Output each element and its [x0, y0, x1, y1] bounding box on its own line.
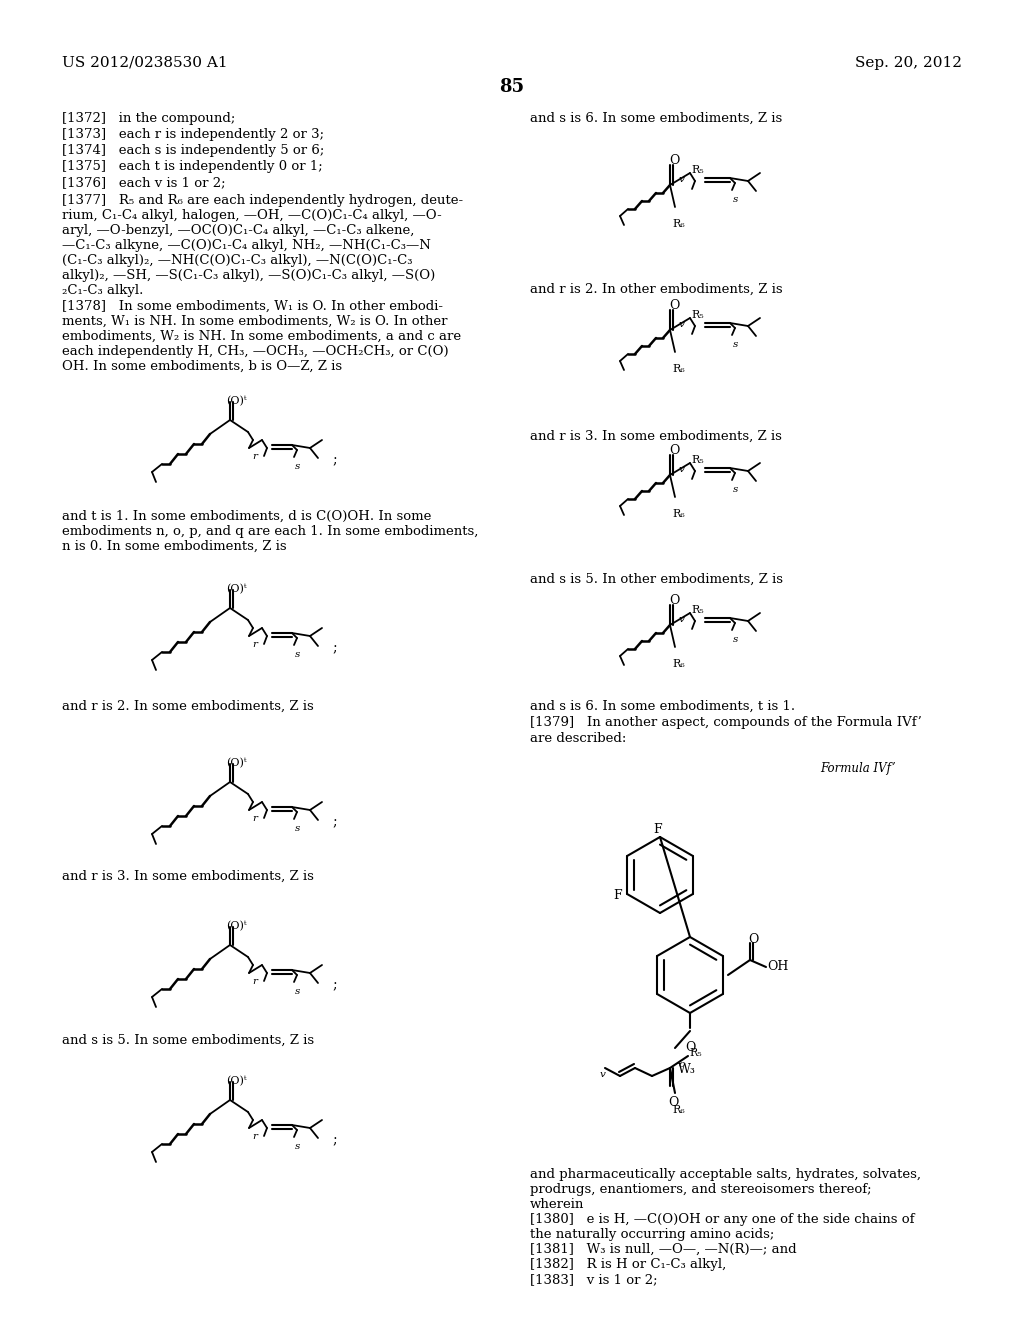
Text: c: c	[679, 1060, 685, 1069]
Text: [1372]   in the compound;: [1372] in the compound;	[62, 112, 236, 125]
Text: and r is 3. In some embodiments, Z is: and r is 3. In some embodiments, Z is	[62, 870, 314, 883]
Text: and s is 6. In some embodiments, t is 1.: and s is 6. In some embodiments, t is 1.	[530, 700, 795, 713]
Text: (O)ᵗ: (O)ᵗ	[226, 583, 247, 594]
Text: 85: 85	[500, 78, 524, 96]
Text: —C₁-C₃ alkyne, —C(O)C₁-C₄ alkyl, NH₂, —NH(C₁-C₃—N: —C₁-C₃ alkyne, —C(O)C₁-C₄ alkyl, NH₂, —N…	[62, 239, 431, 252]
Text: s: s	[295, 987, 300, 997]
Text: each independently H, CH₃, —OCH₃, —OCH₂CH₃, or C(O): each independently H, CH₃, —OCH₃, —OCH₂C…	[62, 345, 449, 358]
Text: and s is 5. In some embodiments, Z is: and s is 5. In some embodiments, Z is	[62, 1034, 314, 1047]
Text: r: r	[252, 814, 257, 822]
Text: and r is 2. In other embodiments, Z is: and r is 2. In other embodiments, Z is	[530, 282, 782, 296]
Text: ;: ;	[332, 1133, 337, 1147]
Text: s: s	[733, 484, 738, 494]
Text: and t is 1. In some embodiments, d is C(O)OH. In some: and t is 1. In some embodiments, d is C(…	[62, 510, 431, 523]
Text: [1375]   each t is independently 0 or 1;: [1375] each t is independently 0 or 1;	[62, 160, 323, 173]
Text: O: O	[669, 594, 679, 607]
Text: [1378]   In some embodiments, W₁ is O. In other embodi-: [1378] In some embodiments, W₁ is O. In …	[62, 300, 443, 313]
Text: ;: ;	[332, 814, 337, 829]
Text: O: O	[669, 154, 679, 168]
Text: r: r	[252, 640, 257, 649]
Text: [1381]   W₃ is null, —O—, —N(R)—; and: [1381] W₃ is null, —O—, —N(R)—; and	[530, 1243, 797, 1257]
Text: (O)ᵗ: (O)ᵗ	[226, 1076, 247, 1086]
Text: R₅: R₅	[691, 310, 703, 319]
Text: [1374]   each s is independently 5 or 6;: [1374] each s is independently 5 or 6;	[62, 144, 325, 157]
Text: [1376]   each v is 1 or 2;: [1376] each v is 1 or 2;	[62, 176, 225, 189]
Text: v: v	[679, 615, 685, 624]
Text: Formula IVf’: Formula IVf’	[820, 762, 896, 775]
Text: OH. In some embodiments, b is O—Z, Z is: OH. In some embodiments, b is O—Z, Z is	[62, 360, 342, 374]
Text: O: O	[668, 1096, 678, 1109]
Text: prodrugs, enantiomers, and stereoisomers thereof;: prodrugs, enantiomers, and stereoisomers…	[530, 1183, 871, 1196]
Text: v: v	[679, 465, 685, 474]
Text: and s is 6. In some embodiments, Z is: and s is 6. In some embodiments, Z is	[530, 112, 782, 125]
Text: F: F	[653, 822, 662, 836]
Text: wherein: wherein	[530, 1199, 585, 1210]
Text: aryl, —O-benzyl, —OC(O)C₁-C₄ alkyl, —C₁-C₃ alkene,: aryl, —O-benzyl, —OC(O)C₁-C₄ alkyl, —C₁-…	[62, 224, 415, 238]
Text: F: F	[613, 888, 622, 902]
Text: R₆: R₆	[672, 510, 685, 519]
Text: US 2012/0238530 A1: US 2012/0238530 A1	[62, 55, 227, 70]
Text: v: v	[600, 1071, 606, 1078]
Text: [1373]   each r is independently 2 or 3;: [1373] each r is independently 2 or 3;	[62, 128, 325, 141]
Text: (C₁-C₃ alkyl)₂, —NH(C(O)C₁-C₃ alkyl), —N(C(O)C₁-C₃: (C₁-C₃ alkyl)₂, —NH(C(O)C₁-C₃ alkyl), —N…	[62, 253, 413, 267]
Text: v: v	[679, 319, 685, 329]
Text: and r is 3. In some embodiments, Z is: and r is 3. In some embodiments, Z is	[530, 430, 782, 444]
Text: (O)ᵗ: (O)ᵗ	[226, 921, 247, 932]
Text: r: r	[252, 977, 257, 986]
Text: s: s	[295, 649, 300, 659]
Text: the naturally occurring amino acids;: the naturally occurring amino acids;	[530, 1228, 774, 1241]
Text: embodiments, W₂ is NH. In some embodiments, a and c are: embodiments, W₂ is NH. In some embodimen…	[62, 330, 461, 343]
Text: R₆: R₆	[672, 659, 685, 669]
Text: R₅: R₅	[691, 165, 703, 176]
Text: W₃: W₃	[678, 1063, 696, 1076]
Text: [1377]   R₅ and R₆ are each independently hydrogen, deute-: [1377] R₅ and R₆ are each independently …	[62, 194, 463, 207]
Text: are described:: are described:	[530, 733, 627, 744]
Text: v: v	[679, 176, 685, 183]
Text: ;: ;	[332, 978, 337, 993]
Text: r: r	[252, 1133, 257, 1140]
Text: ₂C₁-C₃ alkyl.: ₂C₁-C₃ alkyl.	[62, 284, 143, 297]
Text: alkyl)₂, —SH, —S(C₁-C₃ alkyl), —S(O)C₁-C₃ alkyl, —S(O): alkyl)₂, —SH, —S(C₁-C₃ alkyl), —S(O)C₁-C…	[62, 269, 435, 282]
Text: R₅: R₅	[689, 1048, 701, 1059]
Text: s: s	[295, 824, 300, 833]
Text: O: O	[685, 1041, 695, 1053]
Text: s: s	[295, 1142, 300, 1151]
Text: s: s	[733, 341, 738, 348]
Text: O: O	[669, 300, 679, 312]
Text: s: s	[733, 195, 738, 205]
Text: and s is 5. In other embodiments, Z is: and s is 5. In other embodiments, Z is	[530, 573, 783, 586]
Text: n is 0. In some embodiments, Z is: n is 0. In some embodiments, Z is	[62, 540, 287, 553]
Text: R₆: R₆	[672, 1105, 685, 1115]
Text: and r is 2. In some embodiments, Z is: and r is 2. In some embodiments, Z is	[62, 700, 313, 713]
Text: R₅: R₅	[691, 605, 703, 615]
Text: O: O	[669, 444, 679, 457]
Text: R₆: R₆	[672, 364, 685, 374]
Text: R₅: R₅	[691, 455, 703, 465]
Text: [1379]   In another aspect, compounds of the Formula IVf’: [1379] In another aspect, compounds of t…	[530, 715, 922, 729]
Text: [1383]   v is 1 or 2;: [1383] v is 1 or 2;	[530, 1272, 657, 1286]
Text: s: s	[733, 635, 738, 644]
Text: (O)ᵗ: (O)ᵗ	[226, 758, 247, 768]
Text: [1380]   e is H, —C(O)OH or any one of the side chains of: [1380] e is H, —C(O)OH or any one of the…	[530, 1213, 914, 1226]
Text: ments, W₁ is NH. In some embodiments, W₂ is O. In other: ments, W₁ is NH. In some embodiments, W₂…	[62, 315, 447, 327]
Text: s: s	[295, 462, 300, 471]
Text: OH: OH	[767, 960, 788, 973]
Text: embodiments n, o, p, and q are each 1. In some embodiments,: embodiments n, o, p, and q are each 1. I…	[62, 525, 478, 539]
Text: [1382]   R is H or C₁-C₃ alkyl,: [1382] R is H or C₁-C₃ alkyl,	[530, 1258, 726, 1271]
Text: rium, C₁-C₄ alkyl, halogen, —OH, —C(O)C₁-C₄ alkyl, —O-: rium, C₁-C₄ alkyl, halogen, —OH, —C(O)C₁…	[62, 209, 441, 222]
Text: and pharmaceutically acceptable salts, hydrates, solvates,: and pharmaceutically acceptable salts, h…	[530, 1168, 921, 1181]
Text: ;: ;	[332, 642, 337, 655]
Text: R₆: R₆	[672, 219, 685, 228]
Text: r: r	[252, 451, 257, 461]
Text: (O)ᵗ: (O)ᵗ	[226, 396, 247, 407]
Text: ;: ;	[332, 453, 337, 467]
Text: O: O	[748, 933, 759, 946]
Text: Sep. 20, 2012: Sep. 20, 2012	[855, 55, 962, 70]
